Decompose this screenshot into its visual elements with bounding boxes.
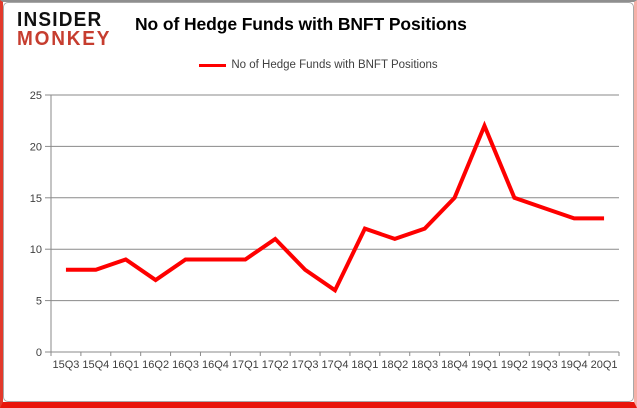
legend-label: No of Hedge Funds with BNFT Positions [231,59,438,71]
svg-text:0: 0 [36,347,42,359]
svg-text:20: 20 [30,141,42,153]
logo-text-insider: INSIDER [17,9,103,32]
chart-card-inner: INSIDER MONKEY No of Hedge Funds with BN… [3,2,634,402]
svg-text:20Q1: 20Q1 [591,359,618,371]
svg-text:17Q4: 17Q4 [322,359,349,371]
svg-text:16Q2: 16Q2 [142,359,169,371]
svg-text:16Q3: 16Q3 [172,359,199,371]
svg-text:5: 5 [36,296,42,308]
legend-line-swatch [199,63,227,67]
svg-text:18Q1: 18Q1 [351,359,378,371]
insider-monkey-logo: INSIDER MONKEY [17,9,112,51]
svg-text:19Q4: 19Q4 [561,359,588,371]
svg-text:18Q2: 18Q2 [381,359,408,371]
svg-text:18Q3: 18Q3 [411,359,438,371]
svg-text:16Q4: 16Q4 [202,359,229,371]
chart-title: No of Hedge Funds with BNFT Positions [135,14,467,34]
svg-text:17Q3: 17Q3 [292,359,319,371]
svg-text:19Q1: 19Q1 [471,359,498,371]
svg-text:17Q2: 17Q2 [262,359,289,371]
svg-text:19Q2: 19Q2 [501,359,528,371]
logo-text-monkey: MONKEY [17,28,112,51]
svg-text:15Q3: 15Q3 [52,359,79,371]
svg-text:25: 25 [30,90,42,102]
svg-text:15Q4: 15Q4 [82,359,109,371]
svg-text:10: 10 [30,244,42,256]
svg-text:16Q1: 16Q1 [112,359,139,371]
legend: No of Hedge Funds with BNFT Positions [4,59,633,71]
svg-text:17Q1: 17Q1 [232,359,259,371]
svg-text:18Q4: 18Q4 [441,359,468,371]
svg-text:19Q3: 19Q3 [531,359,558,371]
svg-text:15: 15 [30,193,42,205]
